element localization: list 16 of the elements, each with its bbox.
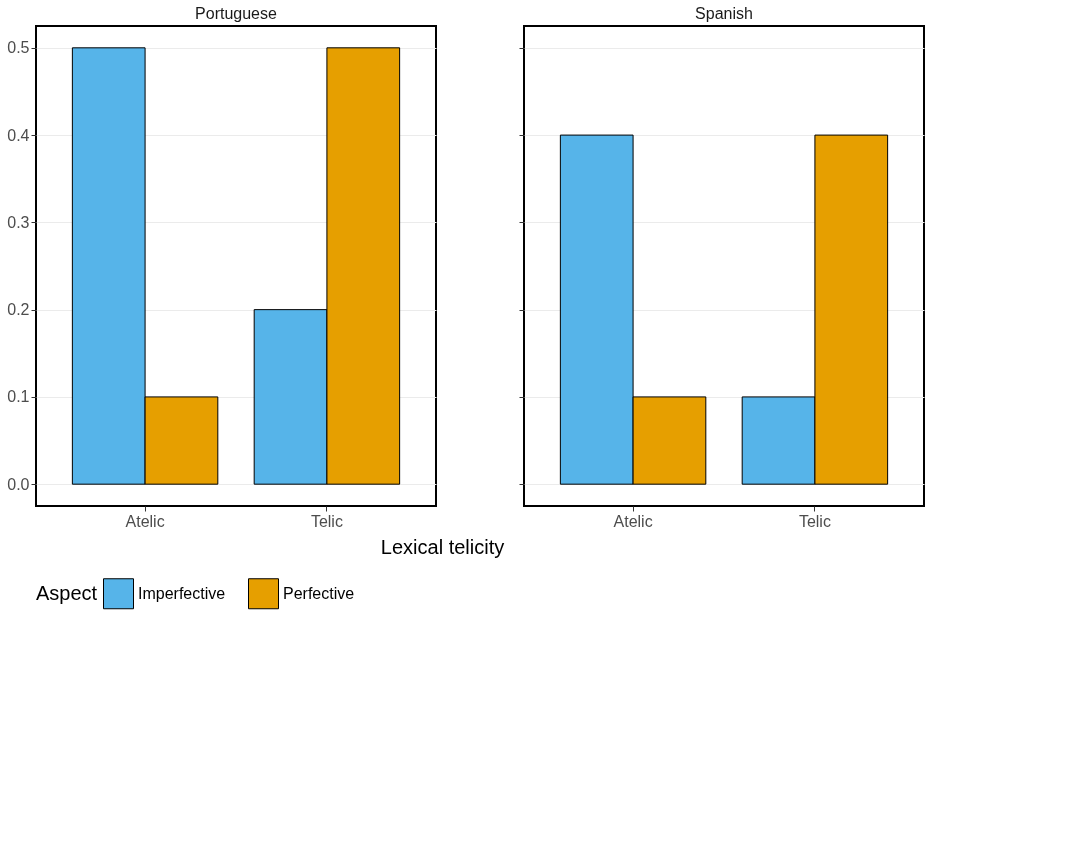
x-tick-label: Atelic xyxy=(125,512,165,530)
x-tick-label: Telic xyxy=(798,512,831,530)
y-tick-label: 0.2 xyxy=(7,301,30,319)
chart-title: Portuguese xyxy=(195,5,278,22)
legend-title: Aspect xyxy=(36,582,98,604)
y-tick-label: 0.1 xyxy=(7,388,30,406)
chart-title: Spanish xyxy=(695,5,753,22)
y-tick-label: 0.0 xyxy=(7,475,30,493)
legend-label: Imperfective xyxy=(138,584,226,602)
legend-label: Perfective xyxy=(283,584,355,602)
y-tick-label: 0.4 xyxy=(7,126,30,144)
x-tick-label: Atelic xyxy=(613,512,653,530)
x-tick-label: Telic xyxy=(310,512,343,530)
x-axis-title: Lexical telicity xyxy=(380,535,505,558)
y-tick-label: 0.3 xyxy=(7,213,30,231)
y-tick-label: 0.5 xyxy=(7,39,30,57)
